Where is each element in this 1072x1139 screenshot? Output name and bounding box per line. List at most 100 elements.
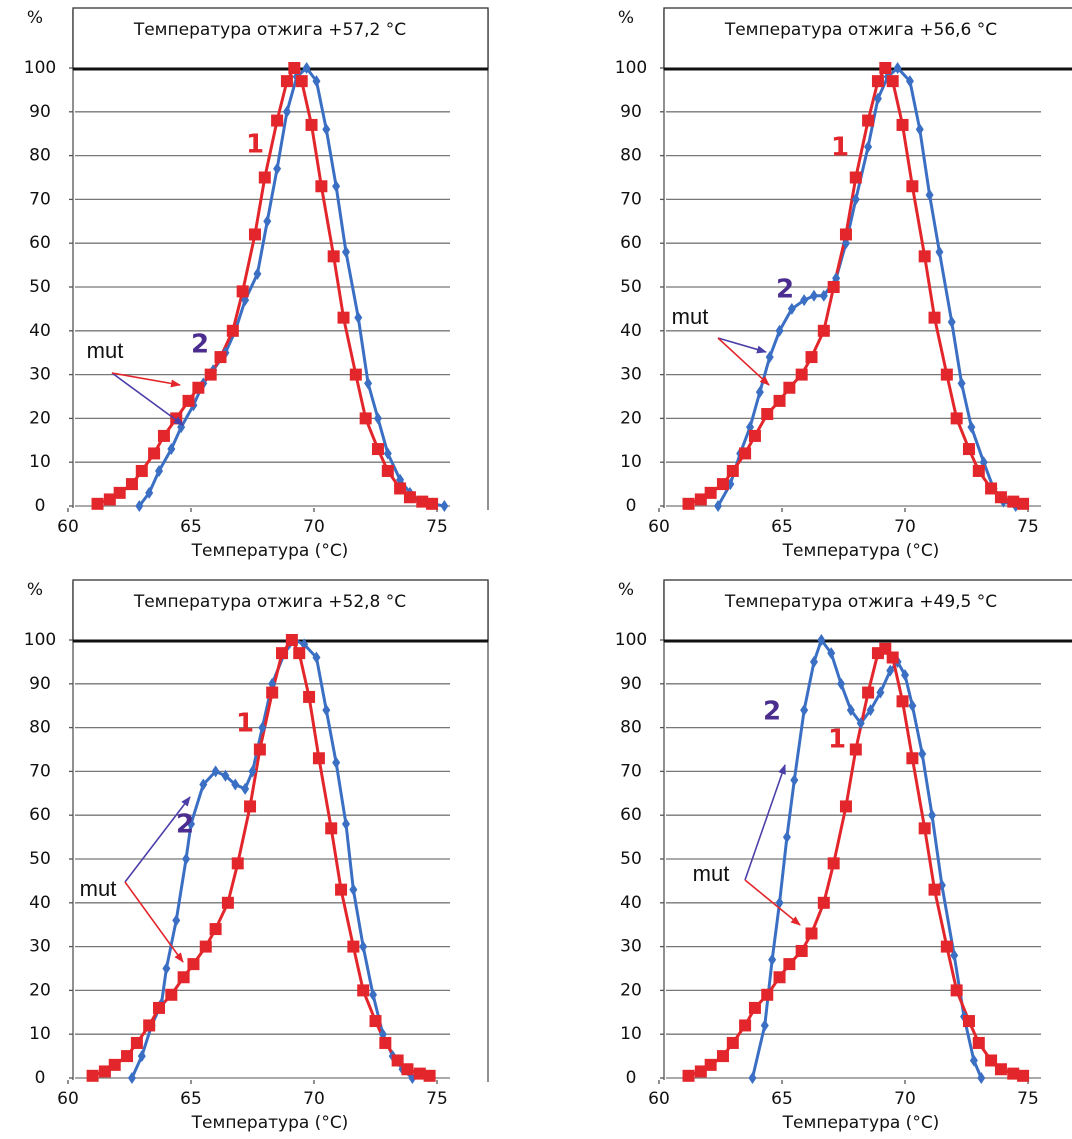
point-square <box>381 464 394 477</box>
point-diamond <box>369 988 378 1001</box>
point-square <box>416 495 429 508</box>
y-tick-label: 0 <box>626 1068 637 1088</box>
point-square <box>748 429 761 442</box>
point-diamond <box>282 105 291 118</box>
point-diamond <box>846 704 855 717</box>
point-square <box>426 497 439 510</box>
y-tick-label: 60 <box>29 805 51 825</box>
annotation: mut <box>693 861 730 886</box>
point-square <box>716 478 729 491</box>
annotation-arrow <box>111 372 184 426</box>
point-diamond <box>760 1019 769 1032</box>
point-diamond <box>162 962 171 975</box>
point-diamond <box>312 75 321 88</box>
point-square <box>347 940 360 953</box>
y-tick-label: 0 <box>626 496 637 516</box>
x-tick-label: 65 <box>771 517 793 537</box>
point-square <box>103 493 116 506</box>
point-diamond <box>167 443 176 456</box>
point-diamond <box>809 655 818 668</box>
y-tick-label: 70 <box>29 189 51 209</box>
point-square <box>950 984 963 997</box>
point-square <box>280 75 293 88</box>
point-diamond <box>135 500 144 512</box>
point-square <box>295 75 308 88</box>
chart-title: Температура отжига +56,6 °C <box>724 20 997 40</box>
y-axis-label: % <box>618 580 634 600</box>
point-square <box>871 75 884 88</box>
point-diamond <box>851 193 860 206</box>
point-diamond <box>172 914 181 927</box>
point-square <box>795 944 808 957</box>
x-tick-label: 75 <box>426 517 448 537</box>
point-square <box>98 1065 111 1078</box>
point-diamond <box>837 677 846 690</box>
series-label: 1 <box>831 133 849 163</box>
annotation-arrow <box>111 372 181 388</box>
point-square <box>726 464 739 477</box>
y-tick-label: 60 <box>620 805 642 825</box>
point-square <box>773 394 786 407</box>
point-diamond <box>748 1072 757 1084</box>
y-tick-label: 90 <box>620 102 642 122</box>
x-axis-label: Температура (°C) <box>782 1113 940 1133</box>
series-label: 2 <box>191 330 209 360</box>
point-square <box>143 1019 156 1032</box>
point-square <box>985 482 998 495</box>
point-diamond <box>977 1072 986 1084</box>
y-tick-label: 30 <box>620 937 642 957</box>
point-square <box>839 800 852 813</box>
point-square <box>253 743 266 756</box>
point-square <box>288 62 301 74</box>
point-diamond <box>765 351 774 364</box>
point-square <box>379 1036 392 1049</box>
point-diamond <box>915 123 924 136</box>
series-label: 1 <box>828 725 846 755</box>
point-diamond <box>332 180 341 193</box>
point-square <box>226 324 239 337</box>
y-tick-label: 20 <box>620 408 642 428</box>
x-tick-label: 60 <box>648 517 670 537</box>
point-diamond <box>127 1072 136 1084</box>
point-diamond <box>312 651 321 664</box>
point-square <box>1007 1067 1020 1080</box>
point-diamond <box>341 245 350 258</box>
y-axis-label: % <box>27 8 43 28</box>
series-label: 1 <box>246 130 264 160</box>
y-tick-label: 10 <box>620 452 642 472</box>
point-diamond <box>155 464 164 477</box>
point-diamond <box>967 421 976 434</box>
annotation-arrow <box>717 337 770 386</box>
point-square <box>423 1069 436 1082</box>
point-diamond <box>383 447 392 460</box>
point-diamond <box>800 704 809 717</box>
point-diamond <box>182 853 191 865</box>
point-square <box>371 443 384 456</box>
point-square <box>849 171 862 184</box>
point-square <box>187 958 200 971</box>
annotation: mut <box>672 304 709 329</box>
point-diamond <box>221 769 230 782</box>
point-square <box>192 381 205 394</box>
point-square <box>783 958 796 971</box>
point-diamond <box>918 747 927 760</box>
point-diamond <box>273 162 282 175</box>
y-tick-label: 30 <box>29 937 51 957</box>
point-square <box>221 896 234 909</box>
point-square <box>761 408 774 421</box>
point-diamond <box>253 267 262 280</box>
point-diamond <box>248 765 257 778</box>
y-tick-label: 60 <box>620 233 642 253</box>
series-line <box>138 65 445 508</box>
point-diamond <box>957 377 966 390</box>
point-diamond <box>819 289 828 302</box>
point-diamond <box>211 765 220 778</box>
point-square <box>391 1054 404 1067</box>
point-diamond <box>790 774 799 787</box>
annotation-arrow <box>124 796 191 883</box>
point-square <box>928 311 941 324</box>
point-square <box>401 1063 414 1076</box>
x-tick-label: 60 <box>648 1089 670 1109</box>
x-tick-label: 75 <box>1017 1089 1039 1109</box>
x-tick-label: 70 <box>303 517 325 537</box>
